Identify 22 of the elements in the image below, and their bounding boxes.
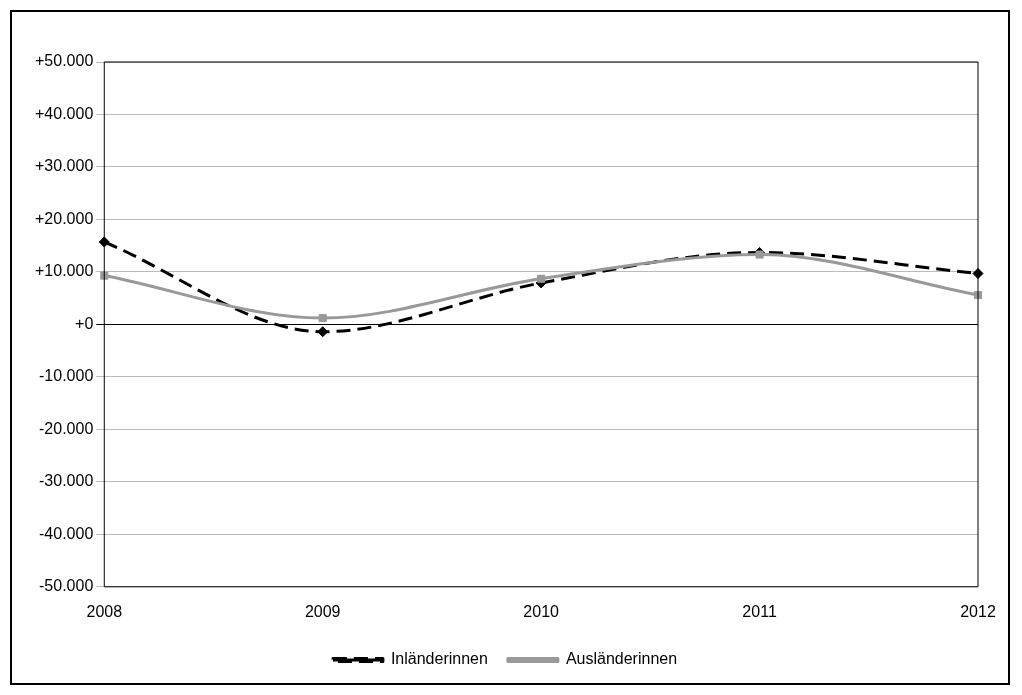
y-tick-label: +0: [75, 314, 94, 332]
x-tick-label: 2008: [86, 602, 123, 620]
legend-label: Inländerinnen: [390, 650, 488, 668]
y-tick-label: +10.000: [35, 262, 94, 280]
y-tick-label: +30.000: [35, 157, 94, 175]
y-tick-label: -20.000: [39, 419, 94, 437]
point: [98, 236, 110, 248]
y-tick-label: -40.000: [39, 524, 94, 542]
y-tick-label: -10.000: [39, 367, 94, 385]
x-tick-label: 2011: [742, 602, 777, 620]
y-tick-label: -50.000: [39, 577, 94, 595]
x-tick-label: 2010: [523, 602, 560, 620]
y-tick-label: -30.000: [39, 472, 94, 490]
point: [537, 274, 546, 283]
x-tick-label: 2009: [304, 602, 341, 620]
legend-label: Ausländerinnen: [565, 650, 678, 668]
point: [318, 314, 327, 323]
point: [100, 271, 109, 280]
x-tick-label: 2012: [960, 602, 996, 620]
y-tick-label: +20.000: [35, 209, 94, 227]
y-tick-label: +40.000: [35, 104, 94, 122]
y-tick-label: +50.000: [35, 52, 94, 70]
